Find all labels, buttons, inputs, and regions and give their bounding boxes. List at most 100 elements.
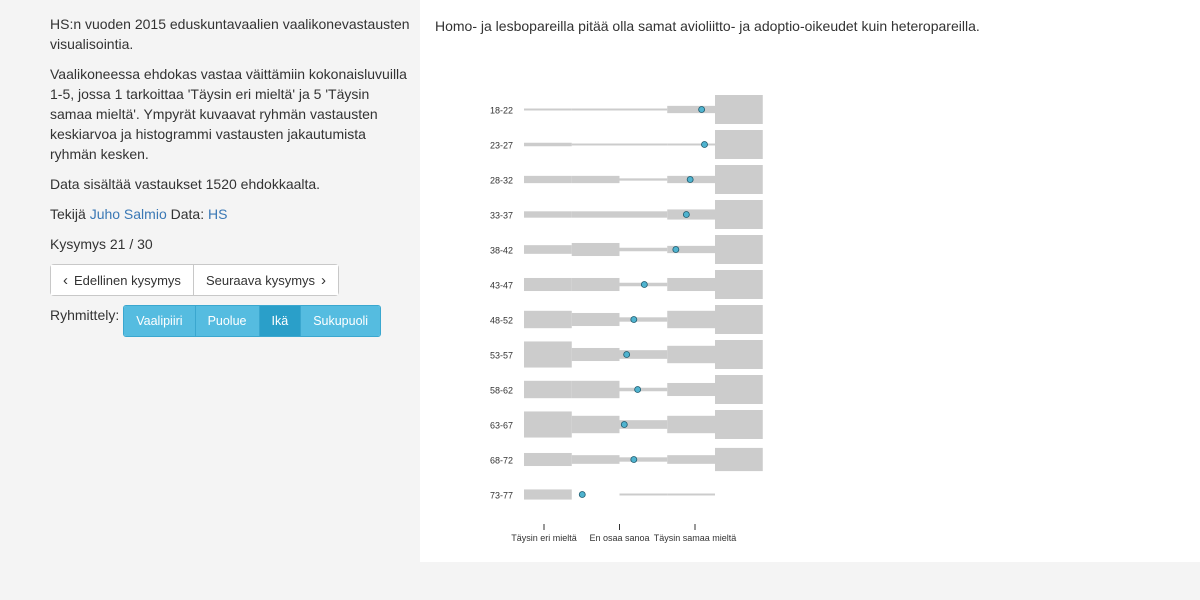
question-nav: ‹ Edellinen kysymys Seuraava kysymys › [50,264,339,296]
histogram-bar [524,211,572,217]
histogram-bar [620,178,668,180]
grouping-option-sukupuoli[interactable]: Sukupuoli [300,306,380,336]
mean-dot [579,492,585,498]
histogram-bar [667,209,715,219]
histogram-bar [620,388,668,391]
histogram-bar [667,346,715,363]
group-label: 73-77 [490,491,513,501]
histogram-bar [572,381,620,398]
histogram-bar [572,313,620,326]
data-note: Data sisältää vastaukset 1520 ehdokkaalt… [50,174,415,194]
axis-tick-label: Täysin samaa mieltä [654,533,737,543]
grouping-buttons: Vaalipiiri Puolue Ikä Sukupuoli [123,305,381,337]
mean-dot [631,317,637,323]
histogram-bar [524,245,572,254]
mean-dot [624,352,630,358]
histogram-bar [524,489,572,499]
mean-dot [699,107,705,113]
group-label: 33-37 [490,211,513,221]
chevron-left-icon: ‹ [63,273,68,288]
axis-tick-label: Täysin eri mieltä [511,533,577,543]
data-prefix: Data: [171,206,204,222]
author-prefix: Tekijä [50,206,86,222]
histogram-bar [572,348,620,361]
histogram-bar [524,176,572,183]
group-label: 28-32 [490,176,513,186]
histogram-bar [667,106,715,113]
group-label: 63-67 [490,421,513,431]
histogram-bar [524,411,572,437]
histogram-bar [667,311,715,328]
intro-title: HS:n vuoden 2015 eduskuntavaalien vaalik… [50,14,415,54]
histogram-chart: 18-22 23-27 28-32 33-37 38-42 43-47 48-52 53-57… [420,0,1200,562]
grouping-row: Ryhmittely: Vaalipiiri Puolue Ikä Sukupu… [50,305,415,337]
histogram-bar [572,109,620,111]
histogram-bar [667,383,715,396]
sidebar-content: HS:n vuoden 2015 eduskuntavaalien vaalik… [50,14,415,337]
histogram-bar [715,448,763,471]
group-label: 58-62 [490,386,513,396]
histogram-bar [715,410,763,439]
chart-panel: Homo- ja lesbopareilla pitää olla samat … [420,0,1200,562]
histogram-bar [572,144,620,146]
histogram-bar [620,211,668,217]
mean-dot [687,177,693,183]
histogram-bar [572,211,620,217]
mean-dot [701,142,707,148]
histogram-bar [715,270,763,299]
group-label: 68-72 [490,456,513,466]
author-link[interactable]: Juho Salmio [90,206,167,222]
prev-question-label: Edellinen kysymys [74,273,181,288]
grouping-option-puolue[interactable]: Puolue [195,306,259,336]
group-label: 18-22 [490,106,513,116]
histogram-bar [667,455,715,464]
grouping-option-ika[interactable]: Ikä [259,306,301,336]
chevron-right-icon: › [321,273,326,288]
next-question-button[interactable]: Seuraava kysymys › [193,265,338,295]
histogram-bar [667,416,715,433]
histogram-bar [620,457,668,461]
intro-description: Vaalikoneessa ehdokas vastaa väittämiin … [50,64,415,164]
prev-question-button[interactable]: ‹ Edellinen kysymys [51,265,193,295]
data-source-link[interactable]: HS [208,206,227,222]
histogram-bar [715,235,763,264]
sidebar: HS:n vuoden 2015 eduskuntavaalien vaalik… [0,0,420,600]
histogram-bar [572,176,620,183]
histogram-bar [715,340,763,369]
histogram-bar [524,278,572,291]
mean-dot [635,387,641,393]
histogram-bar [524,109,572,111]
histogram-bar [620,494,668,496]
next-question-label: Seuraava kysymys [206,273,315,288]
histogram-bar [524,381,572,398]
histogram-bar [524,341,572,367]
histogram-bar [572,455,620,464]
mean-dot [621,422,627,428]
axis-tick-label: En osaa sanoa [589,533,649,543]
group-label: 38-42 [490,246,513,256]
histogram-bar [715,130,763,159]
group-label: 53-57 [490,351,513,361]
grouping-option-vaalipiiri[interactable]: Vaalipiiri [124,306,194,336]
histogram-bar [620,317,668,321]
histogram-bar [715,165,763,194]
histogram-bar [524,143,572,146]
histogram-bar [667,278,715,291]
histogram-bar [572,416,620,433]
histogram-bar [620,144,668,146]
histogram-bar [715,375,763,404]
histogram-bar [524,453,572,466]
mean-dot [631,457,637,463]
mean-dot [641,282,647,288]
histogram-bar [620,109,668,111]
group-label: 43-47 [490,281,513,291]
mean-dot [683,212,689,218]
histogram-bar [715,305,763,334]
histogram-bar [715,95,763,124]
mean-dot [673,247,679,253]
group-label: 48-52 [490,316,513,326]
histogram-bar [715,200,763,229]
question-counter: Kysymys 21 / 30 [50,234,415,254]
histogram-bar [620,248,668,251]
histogram-bar [572,278,620,291]
